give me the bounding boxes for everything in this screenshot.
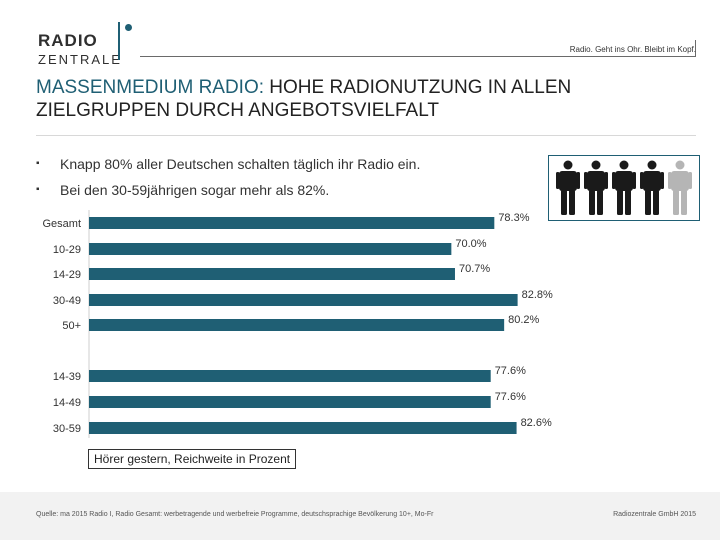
slide-title: MASSENMEDIUM RADIO: HOHE RADIONUTZUNG IN… <box>36 76 676 122</box>
header-divider <box>140 56 696 57</box>
value-label: 70.0% <box>455 238 486 250</box>
person-icon <box>612 160 636 215</box>
people-icon-group <box>548 155 700 221</box>
category-label: 10-29 <box>53 244 81 256</box>
value-label: 82.6% <box>521 417 552 429</box>
radiozentrale-logo: RADIO ZENTRALE <box>36 20 136 66</box>
category-label: 30-49 <box>53 295 81 307</box>
title-divider <box>36 135 696 136</box>
bar <box>89 370 491 382</box>
value-label: 77.6% <box>495 365 526 377</box>
bullet-item: Bei den 30-59jährigen sogar mehr als 82%… <box>36 178 420 202</box>
bar <box>89 319 505 331</box>
bar <box>89 217 495 229</box>
title-accent: MASSENMEDIUM RADIO: <box>36 77 265 98</box>
footer-source: Quelle: ma 2015 Radio I, Radio Gesamt: w… <box>36 511 434 518</box>
category-label: 30-59 <box>53 423 81 435</box>
footer: Quelle: ma 2015 Radio I, Radio Gesamt: w… <box>0 492 720 540</box>
person-icon <box>584 160 608 215</box>
category-label: Gesamt <box>42 218 81 230</box>
value-label: 80.2% <box>508 314 539 326</box>
category-label: 50+ <box>62 320 81 332</box>
bullet-list: Knapp 80% aller Deutschen schalten tägli… <box>36 152 420 204</box>
bar <box>89 294 518 306</box>
person-icon <box>640 160 664 215</box>
value-label: 77.6% <box>495 391 526 403</box>
value-label: 78.3% <box>498 212 529 224</box>
bullet-item: Knapp 80% aller Deutschen schalten tägli… <box>36 152 420 176</box>
category-label: 14-39 <box>53 371 81 383</box>
logo-wordmark-top: RADIO <box>38 31 98 50</box>
logo-wordmark-bottom: ZENTRALE <box>38 52 122 67</box>
tagline-tick <box>695 40 696 57</box>
category-label: 14-29 <box>53 269 81 281</box>
person-icon <box>556 160 580 215</box>
bar <box>89 268 455 280</box>
category-label: 14-49 <box>53 397 81 409</box>
value-label: 70.7% <box>459 263 490 275</box>
chart-legend: Hörer gestern, Reichweite in Prozent <box>88 449 297 469</box>
logo-dot <box>125 24 132 31</box>
logo-bar <box>118 22 120 60</box>
title-rest: HOHE RADIONUTZUNG IN ALLEN ZIELGRUPPEN D… <box>36 77 572 121</box>
bar <box>89 422 517 434</box>
person-icon <box>668 160 692 215</box>
bar <box>89 396 491 408</box>
bar <box>89 243 452 255</box>
tagline: Radio. Geht ins Ohr. Bleibt im Kopf. <box>569 45 696 54</box>
footer-company: Radiozentrale GmbH 2015 <box>613 511 696 518</box>
value-label: 82.8% <box>522 289 553 301</box>
